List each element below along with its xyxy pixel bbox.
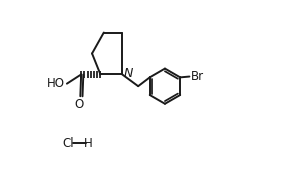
Text: HO: HO	[47, 77, 65, 90]
Text: N: N	[124, 67, 133, 80]
Text: H: H	[84, 137, 93, 150]
Text: Cl: Cl	[63, 137, 74, 150]
Text: Br: Br	[190, 70, 204, 83]
Text: O: O	[75, 98, 84, 111]
